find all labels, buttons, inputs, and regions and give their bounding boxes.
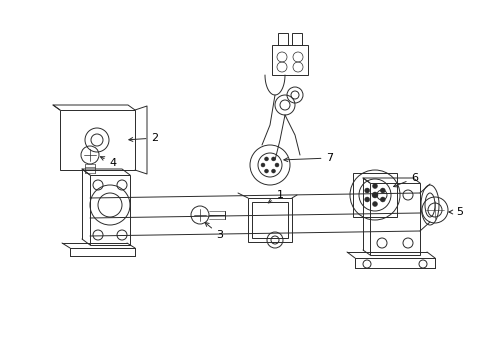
Circle shape [364, 188, 369, 193]
Circle shape [380, 188, 385, 193]
Circle shape [271, 169, 275, 173]
Text: 2: 2 [129, 133, 158, 143]
Circle shape [364, 197, 369, 202]
Circle shape [274, 163, 279, 167]
Text: 3: 3 [204, 222, 223, 240]
Text: 7: 7 [284, 153, 333, 163]
Text: 5: 5 [448, 207, 463, 217]
Text: 1: 1 [268, 190, 283, 203]
Text: 4: 4 [100, 157, 116, 168]
Circle shape [380, 197, 385, 202]
Circle shape [261, 163, 264, 167]
Circle shape [372, 184, 377, 189]
Text: 6: 6 [393, 173, 418, 187]
Circle shape [264, 157, 268, 161]
Circle shape [372, 202, 377, 207]
Circle shape [371, 192, 377, 198]
Circle shape [264, 169, 268, 173]
Circle shape [271, 157, 275, 161]
